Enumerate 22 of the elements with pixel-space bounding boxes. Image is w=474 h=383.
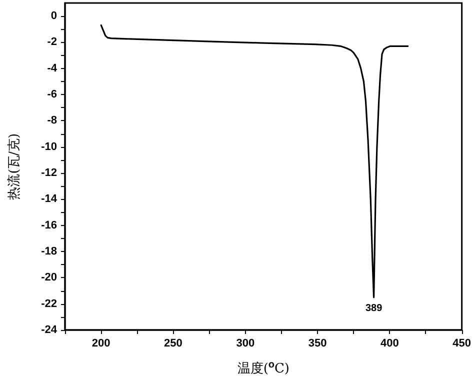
y-tick-label: -24 [41,324,58,336]
y-tick-label: 0 [50,10,57,22]
x-tick-label: 450 [452,338,472,350]
y-tick-label: -4 [47,62,58,74]
annotation: 389 [365,302,383,314]
y-tick-label: -22 [41,298,57,310]
y-axis-title: 热流(瓦/克) [6,133,22,200]
x-tick-label: 300 [236,338,255,350]
x-tick-label: 400 [380,338,399,350]
y-tick-label: -8 [47,114,57,127]
y-tick-label: -6 [47,88,57,101]
x-tick-label: 350 [308,338,327,350]
x-tick-label: 200 [92,338,110,350]
line-series [100,24,409,298]
x-tick-label: 250 [164,338,182,350]
y-tick-label: -20 [41,272,57,284]
y-tick-label: -2 [47,36,57,48]
y-tick-label: -16 [41,219,57,232]
y-tick-label: -14 [41,193,58,206]
y-tick-label: -18 [41,246,57,258]
y-tick-label: -12 [41,167,57,180]
y-tick-label: -10 [41,140,57,153]
